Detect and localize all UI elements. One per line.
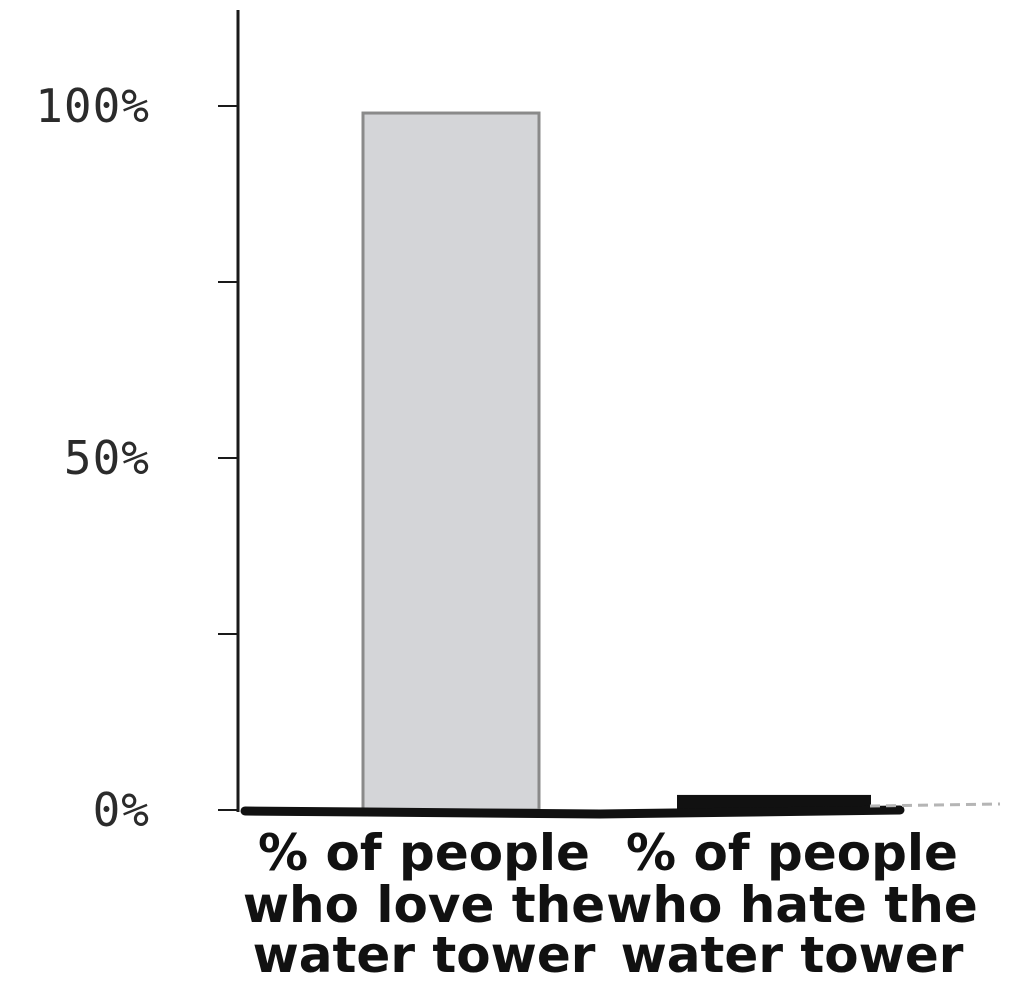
bar (361, 111, 541, 812)
category-label-line: water tower (253, 926, 596, 981)
y-axis-ticks: 0% 50% 100% (35, 79, 238, 837)
x-axis-line (240, 805, 905, 819)
y-tick-label: 100% (35, 79, 150, 133)
bars (361, 111, 871, 812)
category-label-line: water tower (621, 926, 964, 981)
y-tick-label: 50% (64, 431, 150, 485)
category-label-line: who love the (243, 876, 605, 934)
category-label-line: who hate the (606, 876, 978, 934)
category-label-line: % of people (258, 824, 590, 882)
category-label-line: % of people (626, 824, 958, 882)
y-tick-label: 0% (93, 783, 150, 837)
x-axis (240, 802, 1001, 819)
x-axis-fade (869, 802, 1001, 808)
